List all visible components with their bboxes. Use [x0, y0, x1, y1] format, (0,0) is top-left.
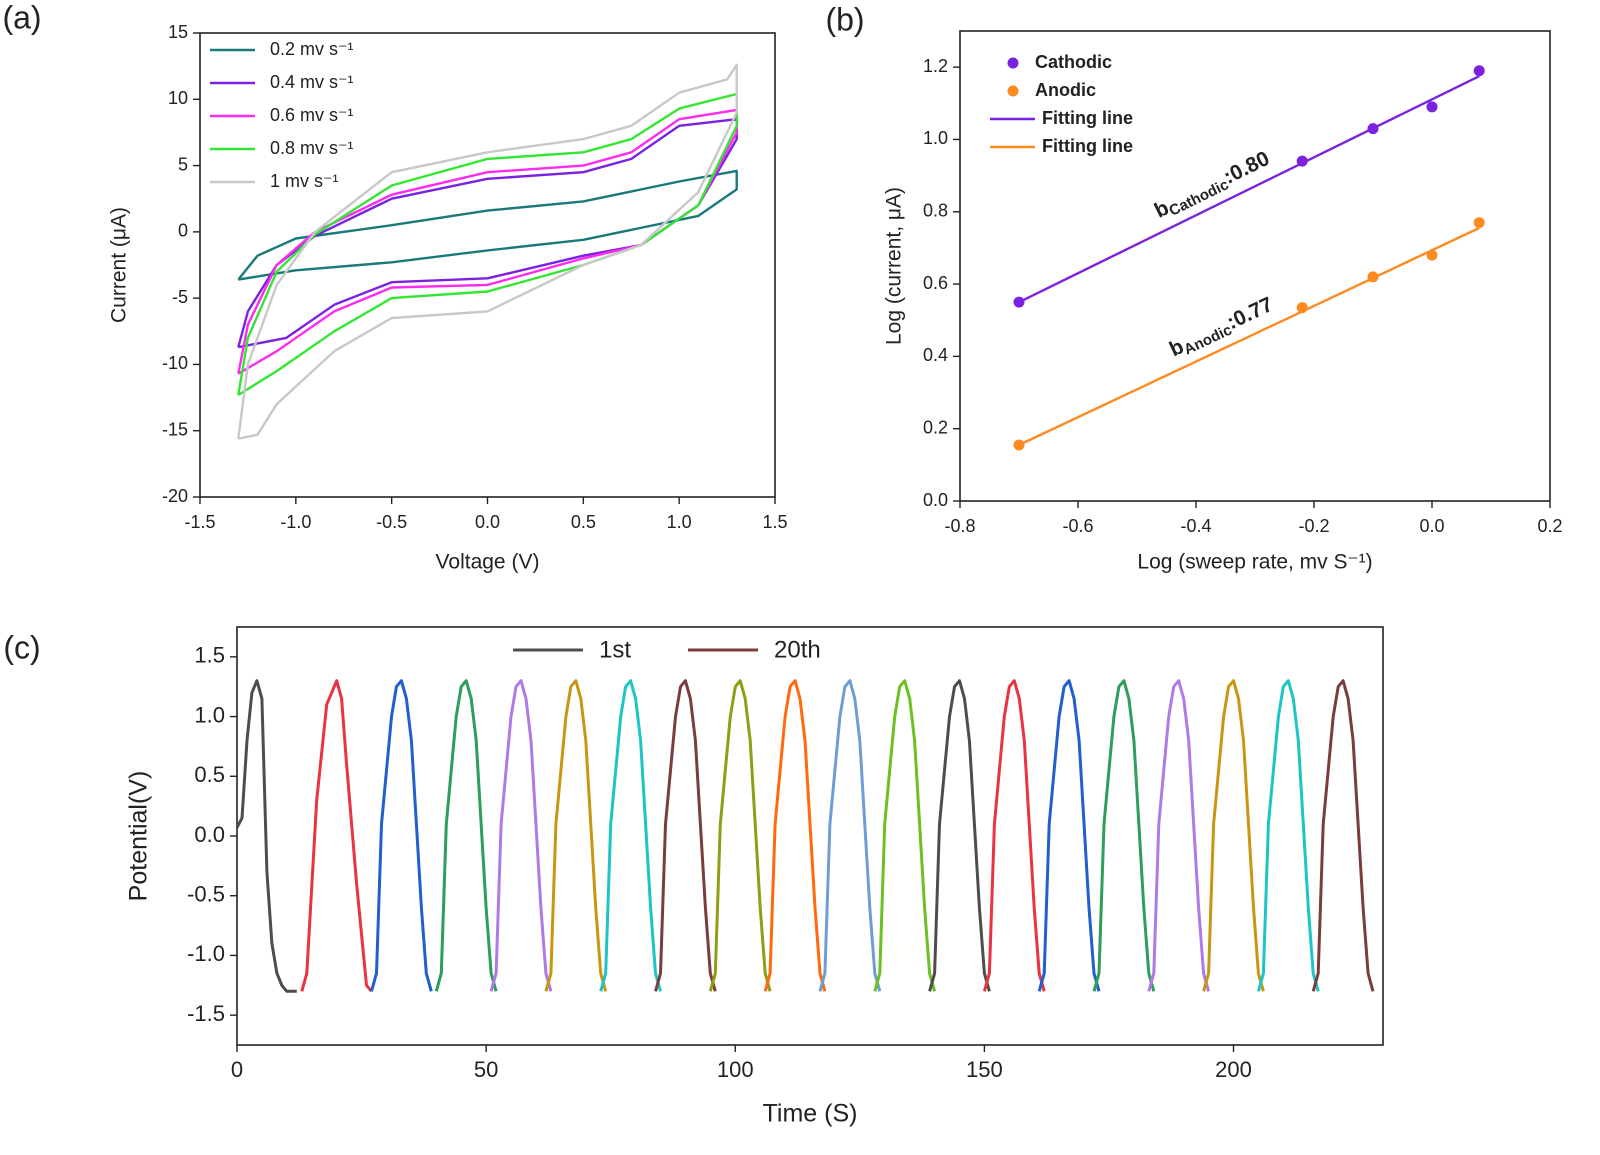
y-axis-label: Potential(V) — [125, 771, 153, 902]
legend-label: 20th — [774, 636, 821, 663]
series-line — [1037, 679, 1101, 992]
y-tick-label: 0.0 — [194, 822, 225, 847]
y-tick-label: 0.4 — [923, 345, 948, 365]
series-line — [1311, 679, 1375, 992]
series-line — [928, 679, 991, 992]
y-tick-label: -5 — [172, 287, 188, 307]
series-line — [237, 169, 738, 281]
series-line — [708, 679, 772, 992]
series-line — [654, 679, 717, 992]
series-line — [434, 679, 498, 992]
x-tick-label: -0.2 — [1298, 516, 1329, 536]
series-line — [599, 679, 662, 992]
series-line — [1092, 679, 1156, 992]
series-line — [1147, 679, 1211, 992]
x-axis-label: Log (sweep rate, mv S⁻¹) — [1137, 551, 1372, 574]
x-tick-label: 1.5 — [762, 512, 787, 532]
legend-swatch — [1007, 57, 1019, 69]
fit-line — [1018, 75, 1480, 304]
x-tick-label: 50 — [474, 1057, 498, 1082]
x-tick-label: 0.5 — [571, 512, 596, 532]
plot-frame — [959, 30, 1551, 502]
x-tick-label: 0 — [231, 1057, 243, 1082]
y-tick-label: 1.0 — [194, 702, 225, 727]
panel-label: (c) — [3, 629, 40, 665]
x-axis-label: Time (S) — [763, 1100, 858, 1128]
legend-label: 0.4 mv s⁻¹ — [270, 72, 354, 92]
y-tick-label: -1.0 — [187, 941, 225, 966]
x-tick-label: 0.2 — [1537, 516, 1562, 536]
y-tick-label: -10 — [162, 353, 188, 373]
data-point — [1473, 217, 1485, 229]
y-tick-label: 5 — [178, 154, 188, 174]
x-tick-label: 100 — [717, 1057, 754, 1082]
slope-annotation: bAnodic:0.77 — [1166, 292, 1278, 363]
y-tick-label: 0.8 — [923, 201, 948, 221]
series-line — [489, 679, 553, 992]
legend-label: 0.8 mv s⁻¹ — [270, 138, 354, 158]
series-line — [982, 679, 1046, 992]
y-tick-label: 0.5 — [194, 762, 225, 787]
x-tick-label: -0.5 — [376, 512, 407, 532]
x-tick-label: 200 — [1215, 1057, 1252, 1082]
legend-label: 1 mv s⁻¹ — [270, 171, 339, 191]
x-axis-label: Voltage (V) — [436, 551, 540, 574]
x-tick-label: -1.0 — [280, 512, 311, 532]
legend-label: 1st — [599, 636, 631, 663]
legend-label: 0.6 mv s⁻¹ — [270, 105, 354, 125]
series-line — [237, 63, 738, 440]
y-tick-label: 0.2 — [923, 417, 948, 437]
x-tick-label: -0.4 — [1180, 516, 1211, 536]
series-line — [818, 679, 882, 992]
legend-label: Anodic — [1035, 80, 1096, 100]
series-line — [544, 679, 608, 992]
y-tick-label: -0.5 — [187, 882, 225, 907]
x-tick-label: 0.0 — [475, 512, 500, 532]
y-axis-label: Log (current, μA) — [883, 187, 906, 345]
series-line — [370, 679, 433, 992]
legend-label: Fitting line — [1042, 108, 1133, 128]
y-tick-label: 0 — [178, 221, 188, 241]
y-tick-label: 10 — [168, 88, 188, 108]
y-tick-label: 0.0 — [923, 490, 948, 510]
series-line — [873, 679, 937, 992]
x-tick-label: 150 — [966, 1057, 1003, 1082]
y-tick-label: 1.0 — [923, 128, 948, 148]
x-tick-label: -1.5 — [184, 512, 215, 532]
y-axis-label: Current (μA) — [108, 207, 131, 323]
panel-label: (a) — [2, 0, 41, 35]
legend-label: 0.2 mv s⁻¹ — [270, 39, 354, 59]
fit-line — [1018, 226, 1480, 447]
series-line — [763, 679, 827, 992]
data-point — [1426, 101, 1438, 113]
y-tick-label: 1.5 — [194, 643, 225, 668]
data-point — [1473, 65, 1485, 77]
y-tick-label: 1.2 — [923, 56, 948, 76]
x-tick-label: 1.0 — [667, 512, 692, 532]
series-line — [235, 679, 297, 993]
legend-label: Cathodic — [1035, 52, 1112, 72]
x-tick-label: -0.8 — [944, 516, 975, 536]
legend-label: Fitting line — [1042, 136, 1133, 156]
series-line — [1202, 679, 1265, 992]
panel-label: (b) — [825, 1, 864, 37]
y-tick-label: 15 — [168, 22, 188, 42]
x-tick-label: 0.0 — [1419, 516, 1444, 536]
legend-swatch — [1007, 85, 1019, 97]
y-tick-label: -20 — [162, 486, 188, 506]
plot-frame — [199, 32, 776, 498]
y-tick-label: -1.5 — [187, 1001, 225, 1026]
x-tick-label: -0.6 — [1062, 516, 1093, 536]
y-tick-label: -15 — [162, 419, 188, 439]
series-line — [300, 679, 373, 993]
series-line — [1256, 679, 1320, 992]
y-tick-label: 0.6 — [923, 273, 948, 293]
annotation-subscript: Anodic — [1181, 321, 1234, 358]
